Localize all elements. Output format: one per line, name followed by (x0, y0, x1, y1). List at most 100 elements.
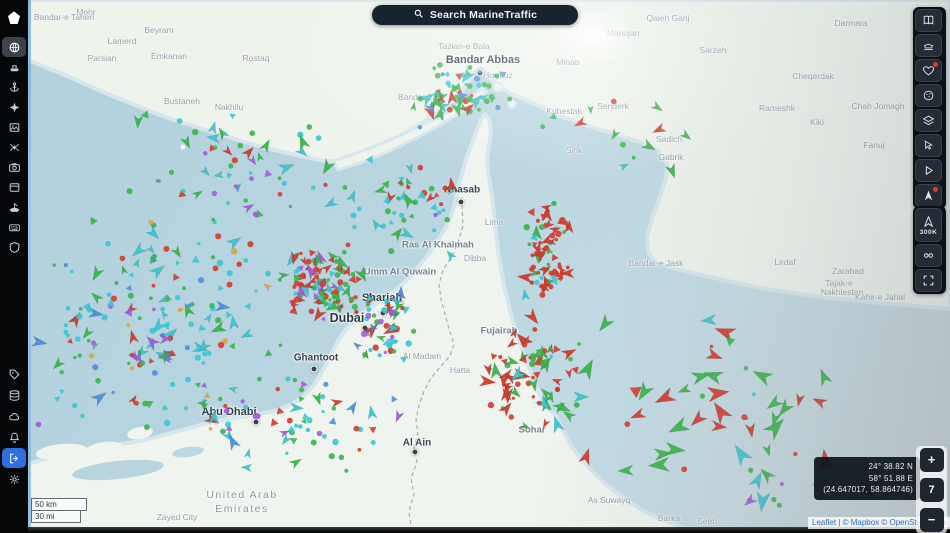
vessel-marker[interactable] (400, 305, 405, 311)
sidebar-item-sign-out[interactable] (2, 448, 26, 468)
vessel-marker[interactable] (249, 176, 255, 182)
vessel-marker[interactable] (433, 105, 446, 122)
vessel-marker[interactable] (771, 496, 777, 503)
vessel-marker[interactable] (551, 376, 564, 387)
vessel-marker[interactable] (729, 441, 754, 468)
vessel-marker[interactable] (300, 412, 309, 422)
vessel-marker[interactable] (50, 356, 66, 372)
vessel-marker[interactable] (538, 240, 542, 245)
vessel-marker[interactable] (776, 502, 782, 508)
vessel-marker[interactable] (63, 323, 68, 328)
vessel-marker[interactable] (543, 245, 550, 252)
vessel-marker[interactable] (681, 466, 688, 473)
vessel-marker[interactable] (529, 360, 536, 368)
vessel-marker[interactable] (132, 257, 142, 269)
vessel-marker[interactable] (365, 155, 376, 165)
vessel-marker[interactable] (344, 468, 349, 473)
vessel-marker[interactable] (545, 237, 557, 246)
vessel-marker[interactable] (523, 307, 542, 327)
vessel-marker[interactable] (187, 303, 192, 308)
vessel-marker[interactable] (424, 191, 437, 205)
vessel-marker[interactable] (175, 295, 181, 301)
vessel-marker[interactable] (181, 302, 196, 319)
vessel-marker[interactable] (228, 342, 238, 352)
vessel-marker[interactable] (348, 296, 355, 303)
vessel-marker[interactable] (240, 144, 257, 161)
vessel-marker[interactable] (534, 279, 540, 286)
vessel-marker[interactable] (554, 386, 561, 392)
vessel-marker[interactable] (119, 264, 129, 276)
vessel-marker[interactable] (163, 245, 170, 252)
sidebar-item-settings[interactable] (2, 469, 26, 489)
vessel-marker[interactable] (708, 398, 734, 426)
vessel-marker[interactable] (330, 397, 344, 408)
vessel-marker[interactable] (215, 126, 230, 141)
vessel-marker[interactable] (127, 329, 140, 346)
vessel-marker[interactable] (196, 323, 206, 334)
vessel-marker[interactable] (370, 440, 376, 445)
vessel-marker[interactable] (742, 493, 759, 509)
vessel-marker[interactable] (92, 364, 99, 371)
vessel-marker[interactable] (288, 297, 297, 306)
vessel-marker[interactable] (321, 298, 331, 308)
vessel-marker[interactable] (556, 275, 564, 282)
vessel-marker[interactable] (488, 93, 495, 100)
vessel-marker[interactable] (326, 278, 331, 282)
vessel-marker[interactable] (311, 185, 316, 190)
vessel-marker[interactable] (388, 341, 393, 346)
vessel-marker[interactable] (148, 262, 168, 280)
vessel-marker[interactable] (549, 112, 558, 120)
vessel-marker[interactable] (252, 211, 259, 218)
vessel-marker[interactable] (237, 142, 244, 149)
vessel-marker[interactable] (311, 285, 317, 291)
vessel-marker[interactable] (203, 392, 213, 401)
vessel-marker[interactable] (354, 265, 370, 284)
vessel-marker[interactable] (209, 320, 228, 337)
vessel-marker[interactable] (362, 351, 368, 358)
vessel-marker[interactable] (294, 423, 299, 428)
vessel-marker[interactable] (417, 164, 424, 171)
vessel-marker[interactable] (76, 313, 83, 320)
vessel-marker[interactable] (559, 268, 575, 279)
vessel-marker[interactable] (532, 369, 543, 379)
vessel-marker[interactable] (537, 263, 553, 278)
vessel-marker[interactable] (464, 82, 468, 87)
vessel-marker[interactable] (288, 204, 292, 208)
vessel-marker[interactable] (195, 338, 212, 355)
vessel-marker[interactable] (398, 226, 416, 242)
vessel-marker[interactable] (240, 463, 253, 472)
vessel-marker[interactable] (432, 66, 437, 71)
vessel-marker[interactable] (435, 94, 447, 105)
vessel-marker[interactable] (713, 322, 738, 343)
vessel-marker[interactable] (212, 145, 218, 150)
vessel-marker[interactable] (647, 456, 671, 473)
vessel-marker[interactable] (406, 185, 411, 190)
vessel-marker[interactable] (455, 91, 469, 101)
vessel-marker[interactable] (557, 262, 562, 267)
vessel-marker[interactable] (301, 280, 315, 291)
vessel-marker[interactable] (447, 84, 452, 88)
vessel-marker[interactable] (322, 434, 327, 439)
vessel-marker[interactable] (119, 255, 126, 262)
sidebar-item-live-map[interactable] (2, 37, 26, 57)
vessel-marker[interactable] (288, 435, 298, 445)
vessel-marker[interactable] (751, 392, 756, 397)
vessel-marker[interactable] (764, 393, 785, 414)
vessel-marker[interactable] (392, 339, 398, 344)
vessel-marker[interactable] (350, 271, 356, 277)
vessel-marker[interactable] (88, 353, 95, 359)
vessel-marker[interactable] (447, 106, 453, 113)
vessel-marker[interactable] (399, 212, 405, 218)
vessel-marker[interactable] (334, 272, 341, 278)
vessel-marker[interactable] (536, 400, 542, 406)
vessel-marker[interactable] (293, 269, 299, 274)
vessel-marker[interactable] (445, 72, 450, 77)
vessel-marker[interactable] (201, 361, 206, 365)
vessel-marker[interactable] (353, 276, 362, 284)
vessel-marker[interactable] (547, 279, 552, 284)
vessel-marker[interactable] (392, 409, 405, 423)
vessel-marker[interactable] (709, 344, 714, 349)
vessel-marker[interactable] (542, 348, 548, 354)
map-canvas[interactable]: Bandar Abbas Khasab Dubai Sharjah Abu Dhabi A… (26, 0, 950, 533)
sidebar-item-photos[interactable] (2, 117, 26, 137)
